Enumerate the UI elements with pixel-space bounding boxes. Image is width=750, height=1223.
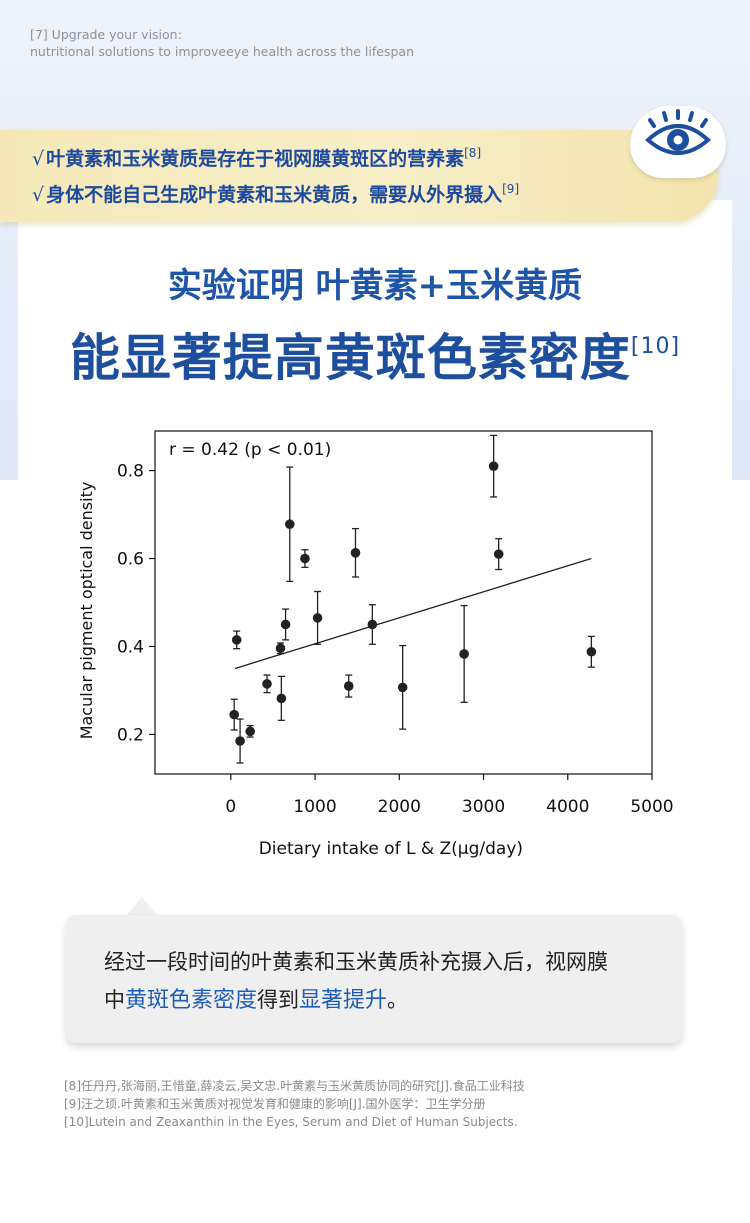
- x-tick-label: 1000: [293, 797, 336, 817]
- headline-line2-text: 能显著提高黄斑色素密度: [69, 329, 631, 387]
- data-point: [300, 553, 310, 564]
- headline-line2: 能显著提高黄斑色素密度[10]: [0, 318, 750, 390]
- data-point: [343, 681, 354, 691]
- x-tick-label: 2000: [378, 797, 421, 817]
- scatter-chart: 0 1000 2000 3000 4000 5000 0.2 0.4 0.6 0.8 r = 0.…: [77, 430, 674, 859]
- x-tick-label: 0: [225, 797, 236, 817]
- benefit-item-2: √ 身体不能自己生成叶黄素和玉米黄质，需要从外界摄入[9]: [32, 180, 519, 207]
- data-point: [229, 709, 239, 720]
- y-axis-label: Macular pigment optical density: [77, 482, 96, 740]
- data-point: [350, 548, 361, 558]
- marks-layer: [229, 434, 597, 764]
- data-point: [493, 549, 504, 559]
- summary-text-a: 经过一段时间的叶黄素和玉米黄质补充摄入后，视网膜: [104, 950, 608, 974]
- summary-text: 经过一段时间的叶黄素和玉米黄质补充摄入后，视网膜 中黄斑色素密度得到显著提升。: [104, 943, 664, 1020]
- correlation-annotation: r = 0.42 (p < 0.01): [169, 440, 331, 460]
- content-card: [18, 200, 732, 1223]
- benefit-item-2-text: 身体不能自己生成叶黄素和玉米黄质，需要从外界摄入: [46, 184, 503, 206]
- eye-badge: [630, 106, 726, 178]
- reference-item: [10]Lutein and Zeaxanthin in the Eyes, S…: [64, 1115, 518, 1129]
- y-tick-label: 0.2: [117, 725, 144, 745]
- x-axis-label: Dietary intake of L & Z(μg/day): [259, 839, 523, 859]
- data-point: [231, 635, 242, 645]
- data-point: [586, 646, 597, 657]
- summary-text-c: 得到: [257, 988, 300, 1012]
- eye-icon: [645, 109, 711, 155]
- headline-line1: 实验证明 叶黄素+玉米黄质: [167, 266, 583, 306]
- benefit-item-1-text: 叶黄素和玉米黄质是存在于视网膜黄斑区的营养素: [46, 148, 465, 170]
- data-point: [312, 613, 323, 623]
- data-point: [245, 726, 255, 737]
- trend-line: [234, 557, 592, 670]
- summary-highlight-1: 黄斑色素密度: [125, 988, 258, 1013]
- benefit-item-1-ref: [8]: [464, 146, 482, 160]
- data-point: [280, 619, 291, 630]
- check-icon: √: [32, 184, 45, 206]
- callout-tail: [126, 897, 158, 916]
- references: [8]任丹丹,张海丽,王惜童,薛凌云,吴文忠.叶黄素与玉米黄质协同的研究[J].…: [64, 1077, 525, 1131]
- data-point: [367, 619, 378, 630]
- check-icon: √: [32, 148, 45, 170]
- axis-layer: 0 1000 2000 3000 4000 5000 0.2 0.4 0.6 0.8: [117, 462, 674, 817]
- plot-frame: [154, 430, 653, 775]
- source-header-line1: [7] Upgrade your vision:: [30, 27, 182, 42]
- x-tick-label: 5000: [630, 797, 673, 817]
- benefit-item-2-ref: [9]: [502, 182, 520, 196]
- data-point: [459, 649, 469, 659]
- x-tick-label: 4000: [546, 797, 589, 817]
- data-point: [276, 693, 287, 704]
- reference-item: [9]汪之顼.叶黄素和玉米黄质对视觉发育和健康的影响[J].国外医学：卫生学分册: [64, 1097, 486, 1111]
- headline-line2-ref: [10]: [630, 334, 681, 359]
- y-tick-label: 0.6: [117, 550, 144, 570]
- summary-callout: 经过一段时间的叶黄素和玉米黄质补充摄入后，视网膜 中黄斑色素密度得到显著提升。: [66, 915, 682, 1043]
- benefit-banner: √ 叶黄素和玉米黄质是存在于视网膜黄斑区的营养素[8] √ 身体不能自己生成叶黄素和…: [0, 130, 718, 222]
- summary-text-b: 中: [104, 988, 125, 1012]
- data-point: [488, 461, 499, 471]
- reference-item: [8]任丹丹,张海丽,王惜童,薛凌云,吴文忠.叶黄素与玉米黄质协同的研究[J].…: [64, 1079, 525, 1093]
- summary-highlight-2: 显著提升: [299, 988, 388, 1013]
- y-tick-label: 0.4: [117, 637, 144, 657]
- data-point: [275, 643, 286, 654]
- source-header-line2: nutritional solutions to improveeye heal…: [30, 44, 414, 59]
- benefit-item-1: √ 叶黄素和玉米黄质是存在于视网膜黄斑区的营养素[8]: [32, 144, 481, 171]
- y-tick-label: 0.8: [117, 462, 144, 482]
- data-point: [235, 736, 245, 746]
- data-point: [284, 519, 295, 530]
- x-tick-label: 3000: [462, 797, 505, 817]
- data-point: [397, 682, 408, 693]
- summary-text-d: 。: [387, 988, 409, 1012]
- data-point: [262, 679, 272, 689]
- source-header: [7] Upgrade your vision: nutritional sol…: [30, 26, 414, 60]
